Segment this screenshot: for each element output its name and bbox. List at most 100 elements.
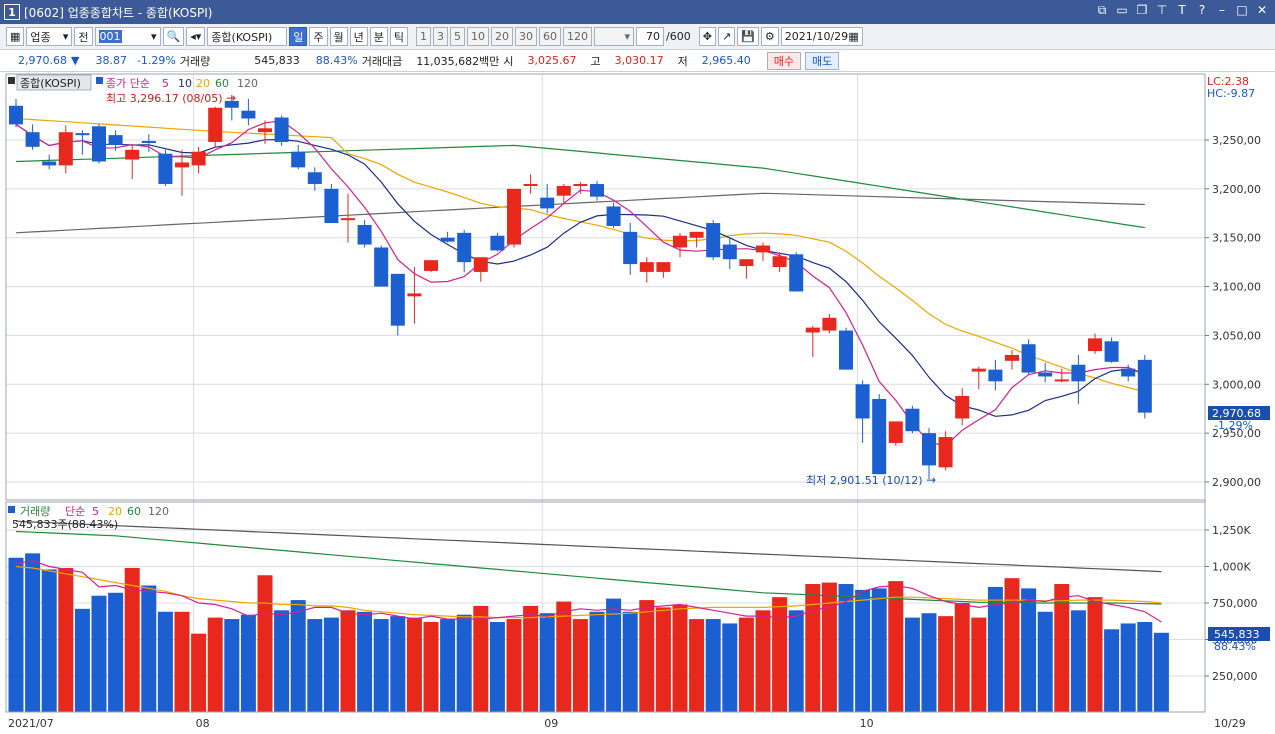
chart-type-icon[interactable]: ▦ xyxy=(6,27,25,46)
candle-body xyxy=(540,197,555,209)
volume-bar xyxy=(523,605,539,712)
period-minute[interactable]: 분 xyxy=(369,27,388,46)
price-tick-label: 2,900,00 xyxy=(1212,476,1261,489)
volume-bar xyxy=(971,617,987,712)
volume-bar xyxy=(871,588,887,712)
candle-body xyxy=(706,223,721,258)
candle-body xyxy=(291,151,306,168)
title-bar: 1 [0602] 업종종합차트 - 종합(KOSPI) ⧉ ▭ ❐ ⊤ T ? … xyxy=(0,0,1275,24)
minute-5[interactable]: 5 xyxy=(450,27,466,46)
code-input[interactable]: 001 ▾ xyxy=(94,27,161,46)
minute-1[interactable]: 1 xyxy=(416,27,432,46)
candle-body xyxy=(357,225,372,245)
volume-square-icon xyxy=(8,506,15,513)
candle-body xyxy=(722,244,737,260)
volume-bar xyxy=(257,575,273,712)
speaker-icon[interactable]: ◂▾ xyxy=(186,27,206,46)
last-pct-label: -1.29% xyxy=(1214,419,1253,432)
volume-bar xyxy=(1004,578,1020,712)
volume-bar xyxy=(805,584,821,712)
window-controls: ⧉ ▭ ❐ ⊤ T ? – □ ✕ xyxy=(1095,3,1269,18)
volume-moving-averages xyxy=(15,520,1162,623)
candlesticks xyxy=(9,95,1152,480)
hc-label: HC:-9.87 xyxy=(1207,87,1255,100)
low-note: 최저 2,901.51 (10/12) xyxy=(806,474,923,487)
minute-10[interactable]: 10 xyxy=(467,27,490,46)
zoom-icon[interactable]: ✥ xyxy=(698,27,716,46)
ma-period-60: 60 xyxy=(215,77,229,90)
buy-button[interactable]: 매수 xyxy=(766,51,801,70)
period-tick[interactable]: 틱 xyxy=(389,27,409,46)
draw-icon[interactable]: ↗ xyxy=(717,27,736,46)
candle-body xyxy=(407,293,422,297)
candle-body xyxy=(158,153,173,184)
volume-pct: 88.43% xyxy=(315,54,358,67)
prev-button[interactable]: 전 xyxy=(74,27,93,46)
pin-icon[interactable]: ⊤ xyxy=(1156,3,1168,17)
candle-body xyxy=(623,231,638,265)
period-month[interactable]: 월 xyxy=(329,27,348,46)
volume-bar xyxy=(240,614,256,712)
count-max: /600 xyxy=(666,30,691,43)
ma-period-10: 10 xyxy=(178,77,192,90)
vol-ma-20: 20 xyxy=(108,505,122,518)
date-tick-label-last: 10/29 xyxy=(1214,717,1246,730)
index-name-field: 종합(KOSPI) xyxy=(207,27,288,46)
minute-60[interactable]: 60 xyxy=(539,27,562,46)
volume-bar xyxy=(855,589,871,712)
save-icon[interactable]: 💾 xyxy=(737,27,759,46)
minimize-group-icon[interactable]: ▭ xyxy=(1116,3,1128,17)
period-week[interactable]: 주 xyxy=(309,27,328,46)
volume-bar xyxy=(1153,632,1169,712)
count-input[interactable]: 70 xyxy=(636,27,665,46)
candle-body xyxy=(473,257,488,272)
minute-3[interactable]: 3 xyxy=(433,27,449,46)
volume-bar xyxy=(539,613,555,712)
search-icon[interactable]: 🔍 xyxy=(162,27,185,46)
minute-120[interactable]: 120 xyxy=(563,27,593,46)
date-tick-label: 09 xyxy=(544,717,558,730)
volume-bar xyxy=(1104,629,1120,712)
minute-custom-select[interactable]: ▾ xyxy=(594,27,635,46)
candle-body xyxy=(955,396,970,419)
restore-icon[interactable]: ❐ xyxy=(1136,3,1148,17)
market-select[interactable]: 업종 ▾ xyxy=(26,27,73,46)
candle-body xyxy=(689,231,704,238)
font-icon[interactable]: T xyxy=(1178,3,1186,17)
volume-bar xyxy=(788,610,804,712)
volume-bar xyxy=(406,617,422,712)
date-tick-label: 08 xyxy=(196,717,210,730)
minimize-icon[interactable]: – xyxy=(1219,3,1225,17)
volume-bar xyxy=(141,585,157,712)
candle-body xyxy=(490,235,505,251)
sell-button[interactable]: 매도 xyxy=(805,51,840,70)
help-icon[interactable]: ? xyxy=(1198,3,1206,17)
date-input[interactable]: 2021/10/29 ▦ xyxy=(780,27,863,46)
candle-body xyxy=(523,183,538,186)
period-day[interactable]: 일 xyxy=(289,27,308,46)
volume-bar xyxy=(290,600,306,712)
date-tick-label: 2021/07 xyxy=(8,717,54,730)
candle-body xyxy=(1104,341,1119,362)
minute-20[interactable]: 20 xyxy=(491,27,514,46)
volume-bar xyxy=(921,613,937,712)
close-icon[interactable]: ✕ xyxy=(1256,3,1268,17)
link-icon[interactable]: ⧉ xyxy=(1097,3,1107,17)
price-panel-title: 종합(KOSPI) xyxy=(20,77,81,90)
period-year[interactable]: 년 xyxy=(349,27,368,46)
window-number-badge: 1 xyxy=(4,4,20,20)
candle-body xyxy=(324,188,339,224)
down-arrow-icon: ▼ xyxy=(70,54,80,67)
candle-body xyxy=(108,135,123,145)
window-title: [0602] 업종종합차트 - 종합(KOSPI) xyxy=(24,5,213,20)
candle-body xyxy=(1121,368,1136,377)
gear-icon[interactable]: ⚙ xyxy=(760,27,779,46)
volume-bars xyxy=(8,553,1169,712)
maximize-icon[interactable]: □ xyxy=(1236,3,1248,17)
minute-30[interactable]: 30 xyxy=(515,27,538,46)
toolbar: ▦ 업종 ▾ 전 001 ▾ 🔍 ◂▾ 종합(KOSPI) 일 주 월 년 분 틱 … xyxy=(0,24,1275,50)
ma-period-5: 5 xyxy=(162,77,169,90)
volume-bar xyxy=(489,621,505,712)
candle-body xyxy=(772,256,787,268)
chart-area[interactable]: 3,250,00 3,200,00 3,150,00 3,100,00 3,050,00… xyxy=(0,72,1275,734)
